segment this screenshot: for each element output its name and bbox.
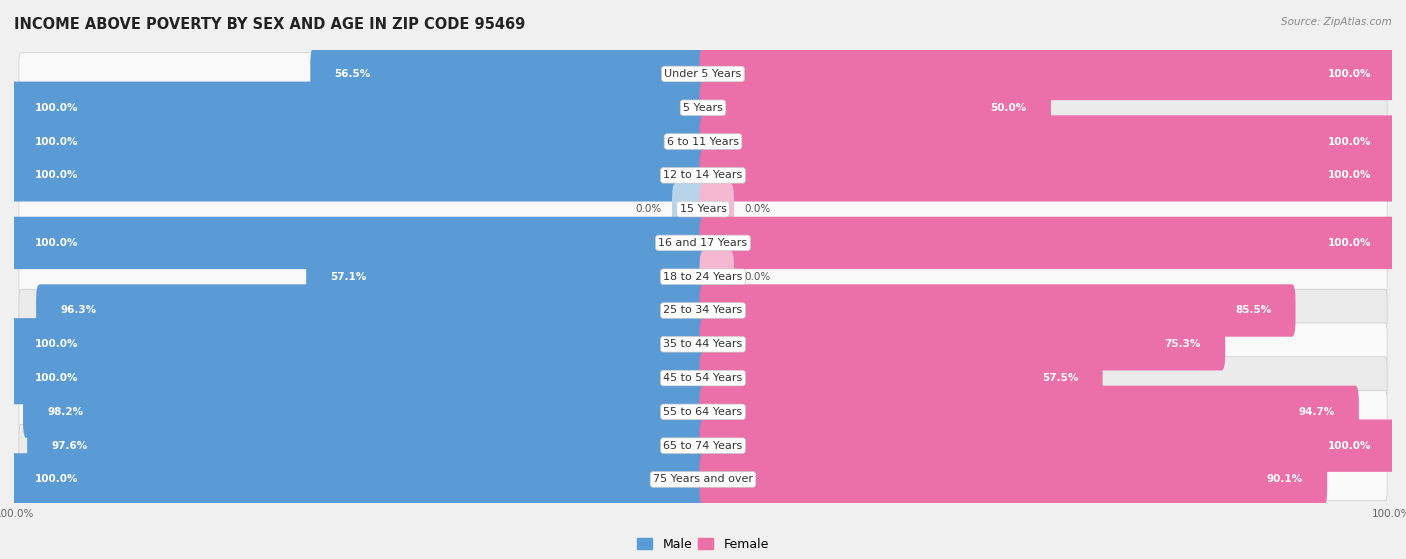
Text: 94.7%: 94.7%	[1298, 407, 1334, 417]
Text: 85.5%: 85.5%	[1234, 306, 1271, 315]
FancyBboxPatch shape	[37, 285, 706, 337]
Text: 0.0%: 0.0%	[744, 204, 770, 214]
Legend: Male, Female: Male, Female	[633, 533, 773, 556]
FancyBboxPatch shape	[18, 458, 1388, 501]
FancyBboxPatch shape	[307, 250, 706, 303]
Text: 100.0%: 100.0%	[35, 339, 79, 349]
FancyBboxPatch shape	[11, 352, 706, 404]
FancyBboxPatch shape	[18, 255, 1388, 298]
Text: 100.0%: 100.0%	[35, 103, 79, 113]
Text: 56.5%: 56.5%	[335, 69, 371, 79]
Text: 96.3%: 96.3%	[60, 306, 97, 315]
Text: 100.0%: 100.0%	[35, 373, 79, 383]
Text: 100.0%: 100.0%	[35, 238, 79, 248]
FancyBboxPatch shape	[700, 48, 1395, 100]
Text: Under 5 Years: Under 5 Years	[665, 69, 741, 79]
Text: 100.0%: 100.0%	[35, 475, 79, 485]
FancyBboxPatch shape	[18, 221, 1388, 264]
FancyBboxPatch shape	[700, 149, 1395, 202]
Text: 100.0%: 100.0%	[1327, 238, 1371, 248]
FancyBboxPatch shape	[700, 217, 1395, 269]
Text: 57.5%: 57.5%	[1042, 373, 1078, 383]
Text: 55 to 64 Years: 55 to 64 Years	[664, 407, 742, 417]
FancyBboxPatch shape	[18, 87, 1388, 129]
FancyBboxPatch shape	[18, 120, 1388, 163]
Text: 6 to 11 Years: 6 to 11 Years	[666, 136, 740, 146]
Text: 98.2%: 98.2%	[48, 407, 83, 417]
Text: 65 to 74 Years: 65 to 74 Years	[664, 440, 742, 451]
FancyBboxPatch shape	[672, 183, 706, 235]
FancyBboxPatch shape	[700, 82, 1050, 134]
Text: 100.0%: 100.0%	[1327, 440, 1371, 451]
FancyBboxPatch shape	[700, 352, 1102, 404]
FancyBboxPatch shape	[18, 289, 1388, 332]
FancyBboxPatch shape	[18, 323, 1388, 366]
Text: 25 to 34 Years: 25 to 34 Years	[664, 306, 742, 315]
FancyBboxPatch shape	[11, 115, 706, 168]
FancyBboxPatch shape	[700, 115, 1395, 168]
Text: 18 to 24 Years: 18 to 24 Years	[664, 272, 742, 282]
FancyBboxPatch shape	[18, 188, 1388, 230]
Text: INCOME ABOVE POVERTY BY SEX AND AGE IN ZIP CODE 95469: INCOME ABOVE POVERTY BY SEX AND AGE IN Z…	[14, 17, 526, 32]
Text: 12 to 14 Years: 12 to 14 Years	[664, 170, 742, 181]
FancyBboxPatch shape	[18, 391, 1388, 433]
Text: 35 to 44 Years: 35 to 44 Years	[664, 339, 742, 349]
Text: 100.0%: 100.0%	[1327, 170, 1371, 181]
FancyBboxPatch shape	[700, 453, 1327, 506]
FancyBboxPatch shape	[700, 285, 1295, 337]
Text: 16 and 17 Years: 16 and 17 Years	[658, 238, 748, 248]
Text: 75 Years and over: 75 Years and over	[652, 475, 754, 485]
FancyBboxPatch shape	[311, 48, 706, 100]
FancyBboxPatch shape	[11, 149, 706, 202]
FancyBboxPatch shape	[700, 250, 734, 303]
FancyBboxPatch shape	[11, 82, 706, 134]
FancyBboxPatch shape	[700, 419, 1395, 472]
FancyBboxPatch shape	[11, 217, 706, 269]
Text: 5 Years: 5 Years	[683, 103, 723, 113]
Text: 90.1%: 90.1%	[1267, 475, 1303, 485]
Text: 57.1%: 57.1%	[330, 272, 367, 282]
Text: 50.0%: 50.0%	[991, 103, 1026, 113]
Text: Source: ZipAtlas.com: Source: ZipAtlas.com	[1281, 17, 1392, 27]
Text: 97.6%: 97.6%	[51, 440, 87, 451]
FancyBboxPatch shape	[11, 453, 706, 506]
Text: 75.3%: 75.3%	[1164, 339, 1201, 349]
Text: 45 to 54 Years: 45 to 54 Years	[664, 373, 742, 383]
FancyBboxPatch shape	[18, 357, 1388, 399]
Text: 100.0%: 100.0%	[35, 170, 79, 181]
FancyBboxPatch shape	[11, 318, 706, 371]
FancyBboxPatch shape	[27, 419, 706, 472]
FancyBboxPatch shape	[700, 386, 1358, 438]
Text: 0.0%: 0.0%	[636, 204, 662, 214]
Text: 15 Years: 15 Years	[679, 204, 727, 214]
FancyBboxPatch shape	[22, 386, 706, 438]
FancyBboxPatch shape	[18, 154, 1388, 197]
Text: 100.0%: 100.0%	[35, 136, 79, 146]
Text: 100.0%: 100.0%	[1327, 69, 1371, 79]
FancyBboxPatch shape	[18, 424, 1388, 467]
Text: 0.0%: 0.0%	[744, 272, 770, 282]
FancyBboxPatch shape	[700, 318, 1225, 371]
FancyBboxPatch shape	[18, 53, 1388, 95]
Text: 100.0%: 100.0%	[1327, 136, 1371, 146]
FancyBboxPatch shape	[700, 183, 734, 235]
